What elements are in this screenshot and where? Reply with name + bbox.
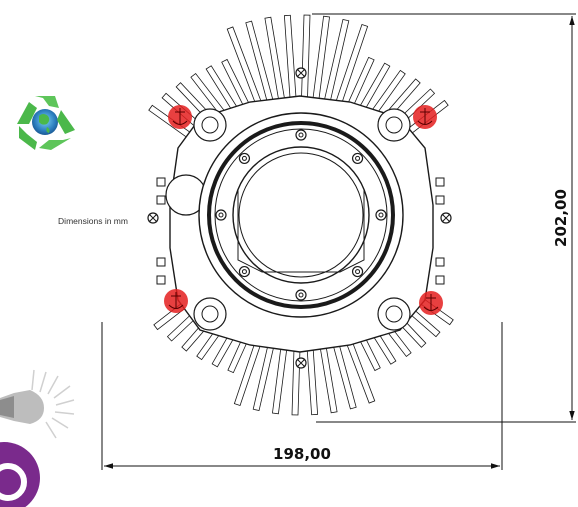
anchor-marker-icon: [168, 105, 192, 129]
anchor-markers: [164, 105, 443, 315]
heatsink-fin: [311, 15, 330, 109]
bezel-screw-head: [298, 132, 304, 138]
dimensions-note: Dimensions in mm: [58, 216, 128, 226]
bezel-screw-head: [355, 269, 361, 275]
width-dimension: [101, 322, 503, 470]
height-dimension-label: 202,00: [552, 189, 570, 247]
bezel-screw: [295, 289, 307, 301]
bezel-screw: [351, 152, 364, 165]
led-lamp-icon: [0, 369, 75, 439]
bezel-screw: [375, 209, 387, 221]
front-bezel: [198, 112, 404, 318]
heatsink-fin: [245, 20, 277, 112]
heatsink-fin: [264, 16, 287, 110]
bezel-screws: [215, 129, 387, 301]
height-dimension: [312, 13, 576, 423]
heatsink-fin: [226, 26, 266, 116]
anchor-marker-icon: [413, 105, 437, 129]
bezel-screw-head: [355, 155, 361, 161]
bezel-screw-head: [241, 269, 247, 275]
heatsink-fin: [300, 14, 311, 108]
bezel-screw: [351, 265, 364, 278]
bezel-screw: [215, 209, 227, 221]
bezel-screw: [238, 265, 251, 278]
bezel-screw: [238, 152, 251, 165]
bezel-screw: [295, 129, 307, 141]
fastening-screws: [147, 67, 452, 369]
bezel-screw-head: [218, 212, 224, 218]
bezel-screw-head: [241, 155, 247, 161]
heatsink-fin: [332, 23, 369, 114]
heatsink-fin: [321, 18, 350, 111]
width-dimension-label: 198,00: [273, 445, 331, 463]
anchor-marker-icon: [419, 291, 443, 315]
recycle-globe-icon: [17, 96, 75, 150]
bezel-screw-head: [298, 292, 304, 298]
mount-bosses: [193, 108, 411, 331]
anchor-marker-icon: [164, 289, 188, 313]
heatsink-fin: [283, 14, 298, 108]
purple-badge-icon: [0, 442, 40, 507]
bezel-screw-head: [378, 212, 384, 218]
